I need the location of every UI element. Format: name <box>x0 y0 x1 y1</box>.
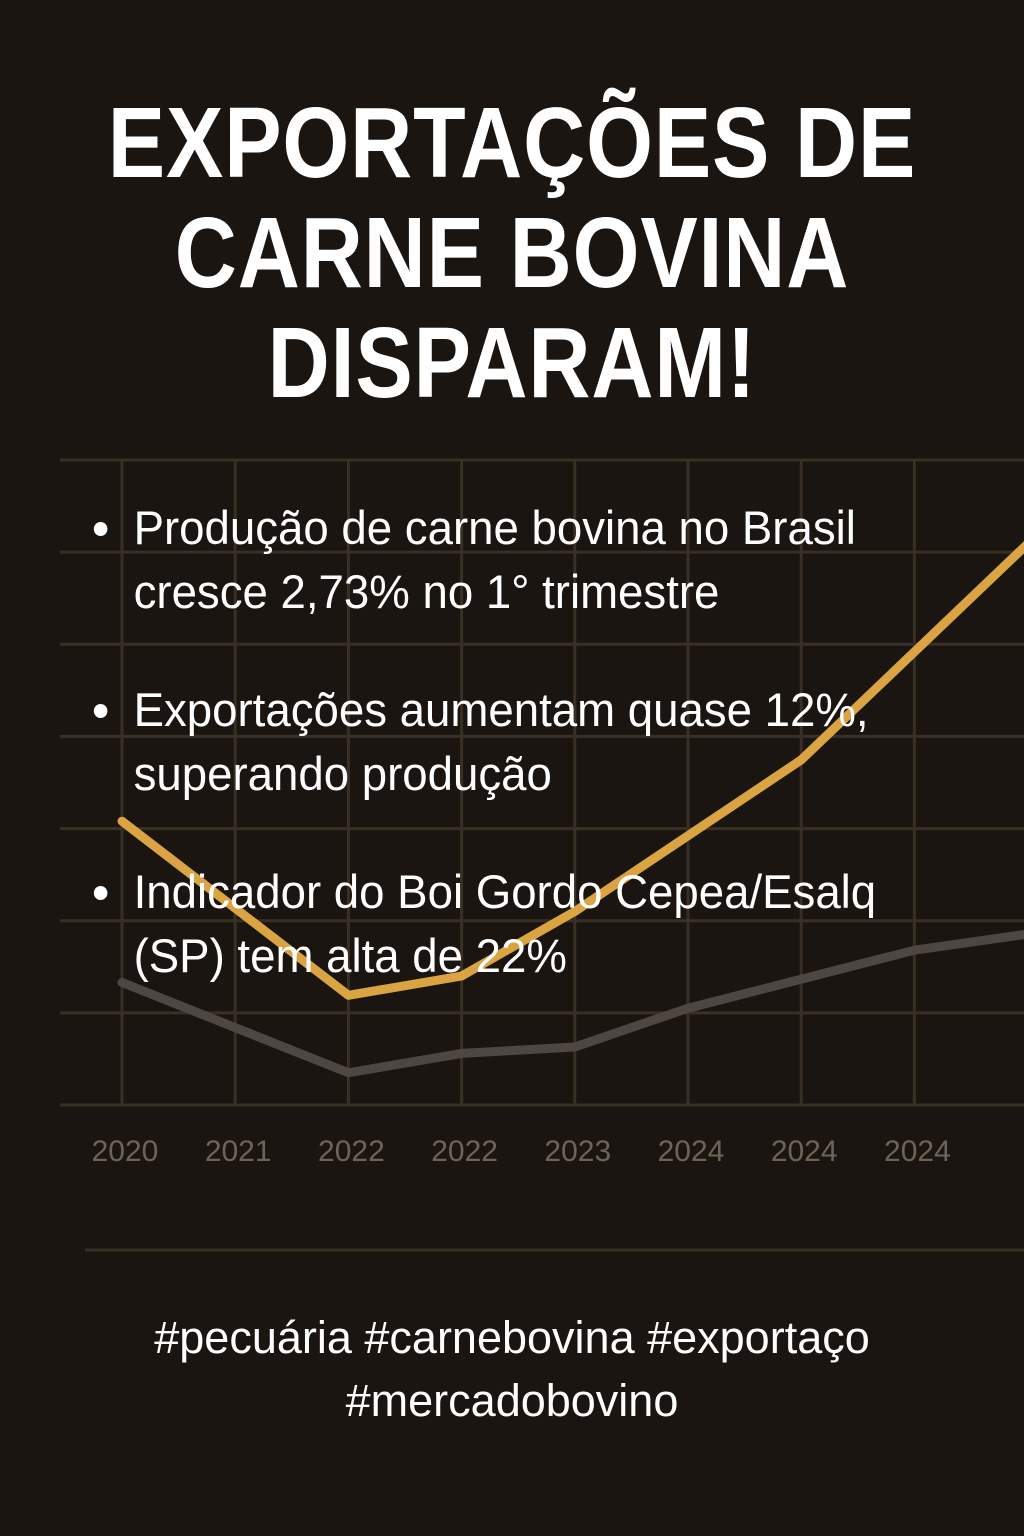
chart-grid <box>60 458 1024 1252</box>
bullet-text: Produção de carne bovina no Brasil <box>133 501 856 554</box>
bullet-text: cresce 2,73% no 1° trimestre <box>133 565 720 618</box>
x-axis-ticks: 2020 2021 2022 2022 2023 2024 2024 2024 <box>92 1135 951 1168</box>
x-tick-label: 2021 <box>205 1135 272 1168</box>
bullet-text: Exportações aumentam quase 12%, <box>133 683 869 736</box>
x-tick-label: 2020 <box>92 1135 159 1168</box>
series-line-gray <box>117 930 1024 1078</box>
headline-line: DISPARAM! <box>267 307 757 419</box>
bullet-text: (SP) tem alta de 22% <box>133 929 567 982</box>
chart-series <box>117 541 1024 1078</box>
hashtag-line: #mercadobovino <box>345 1375 679 1426</box>
hashtags: #pecuária #carnebovina #exportaço #merca… <box>0 1306 1024 1432</box>
bullet-text: Indicador do Boi Gordo Cepea/Esalq <box>133 865 877 918</box>
bullet-item: Exportações aumentam quase 12%, superand… <box>88 678 990 806</box>
bullet-dot-icon <box>93 704 108 718</box>
x-tick-label: 2024 <box>884 1135 951 1168</box>
headline-line: CARNE BOVINA <box>174 197 850 309</box>
bullet-list: Produção de carne bovina no Brasil cresc… <box>88 496 1018 1042</box>
x-tick-label: 2022 <box>318 1135 385 1168</box>
x-tick-label: 2024 <box>658 1135 725 1168</box>
hashtag-line: #pecuária #carnebovina #exportaço <box>154 1312 870 1363</box>
headline: EXPORTAÇÕES DE CARNE BOVINA DISPARAM! <box>0 88 1024 418</box>
bullet-dot-icon <box>93 886 108 900</box>
bullet-item: Indicador do Boi Gordo Cepea/Esalq (SP) … <box>88 860 990 988</box>
bullet-item: Produção de carne bovina no Brasil cresc… <box>88 496 990 624</box>
series-line-gold <box>117 541 1024 1000</box>
bullet-dot-icon <box>93 522 108 536</box>
bullet-text: superando produção <box>133 747 552 800</box>
x-tick-label: 2024 <box>771 1135 838 1168</box>
x-tick-label: 2022 <box>431 1135 498 1168</box>
x-tick-label: 2023 <box>544 1135 611 1168</box>
headline-line: EXPORTAÇÕES DE <box>107 87 917 199</box>
